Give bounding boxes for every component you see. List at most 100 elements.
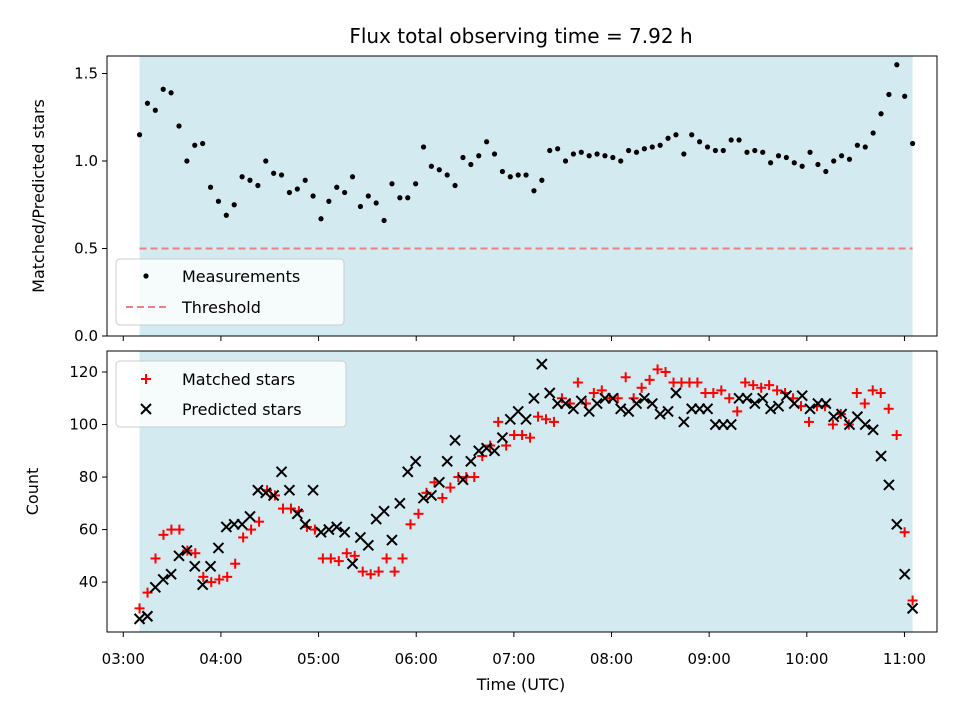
measurement-point [736, 137, 742, 143]
measurement-point [207, 184, 214, 190]
predicted-star-point [189, 560, 201, 573]
measurement-point [436, 167, 442, 173]
predicted-star-point [181, 544, 193, 557]
measurement-point [862, 144, 868, 150]
count-panel: 40 60 80 100 120 03:00 04:00 05:00 06:00 07:00 08… [23, 350, 938, 694]
measurement-point [665, 135, 671, 141]
measurement-point [334, 184, 340, 190]
predicted-star-point [749, 397, 761, 410]
predicted-star-point [528, 392, 540, 404]
measurement-point [704, 144, 711, 150]
measurement-point [681, 151, 687, 157]
predicted-star-point [646, 397, 658, 410]
measurement-point [728, 137, 734, 143]
predicted-star-point [433, 476, 446, 489]
predicted-star-point [607, 392, 619, 404]
measurement-point [223, 212, 229, 218]
measurement-point [902, 93, 908, 99]
predicted-star-point [165, 568, 177, 580]
measurement-point [547, 147, 553, 154]
matched-star-point [692, 377, 703, 388]
matched-star-point [469, 472, 480, 483]
matched-star-point [644, 374, 655, 385]
predicted-star-point [323, 523, 335, 536]
matched-star-point [214, 574, 225, 585]
measurement-point [326, 198, 332, 204]
measurement-point [712, 147, 718, 154]
predicted-star-point [575, 395, 587, 407]
matched-star-point [907, 595, 918, 606]
measurement-point [618, 158, 624, 164]
measurement-point [823, 168, 829, 175]
predicted-star-point [465, 455, 477, 468]
measurement-point [720, 147, 726, 154]
measurement-point [357, 203, 364, 210]
matched-star-point [748, 380, 759, 391]
matched-star-point [206, 577, 217, 588]
measurement-point [838, 153, 845, 159]
predicted-star-point [488, 445, 501, 457]
measurement-point [807, 149, 813, 155]
measurement-point [247, 177, 253, 183]
matched-star-point [740, 377, 751, 388]
measurement-point [531, 188, 537, 194]
measurement-point [413, 181, 419, 187]
predicted-star-point [378, 505, 390, 517]
measurement-point [783, 154, 789, 161]
x-tick-label: 06:00 [395, 650, 438, 668]
measurement-point [468, 161, 474, 168]
matched-star-point [405, 519, 416, 530]
matched-star-point [724, 393, 735, 404]
predicted-star-point [544, 387, 556, 399]
predicted-star-point [307, 484, 319, 496]
measurement-point [476, 153, 482, 159]
predicted-star-point [346, 558, 359, 570]
predicted-star-point [362, 539, 375, 552]
measurement-point [775, 153, 782, 159]
predicted-star-point [670, 387, 682, 399]
measurement-point [886, 91, 892, 98]
measurement-point [428, 163, 435, 169]
predicted-star-point [859, 418, 871, 431]
predicted-star-point [827, 410, 840, 423]
measurement-point [515, 172, 521, 178]
predicted-star-point [386, 534, 398, 546]
ratio-y-tick-label: 0.0 [74, 327, 98, 345]
predicted-star-point [520, 413, 532, 425]
measurement-point [278, 172, 285, 178]
measurement-point [744, 149, 750, 155]
predicted-star-point [260, 487, 272, 499]
measurement-point [420, 144, 427, 150]
matched-star-point [413, 508, 424, 519]
measurement-point [570, 151, 576, 157]
measurement-point [389, 181, 395, 187]
measurement-point [610, 154, 616, 161]
ratio-legend: Measurements Threshold [115, 258, 345, 326]
measurement-point [594, 151, 600, 157]
measurement-point [555, 146, 561, 152]
matched-stars-points [134, 364, 918, 614]
measurement-point [831, 158, 837, 164]
matched-star-point [238, 532, 249, 543]
matched-star-point [174, 524, 185, 535]
matched-star-point [254, 516, 265, 527]
matched-star-point [588, 388, 599, 399]
predicted-star-point [473, 445, 485, 457]
measurement-point [484, 139, 490, 145]
matched-star-point [891, 430, 902, 441]
legend-matched-marker [141, 374, 151, 384]
predicted-star-point [615, 403, 627, 415]
matched-star-point [373, 566, 384, 577]
measurement-point [405, 195, 411, 201]
predicted-star-point [480, 442, 493, 454]
predicted-star-point [173, 550, 185, 562]
matched-star-point [365, 569, 376, 580]
predicted-star-point [252, 484, 264, 496]
legend-matched-label: Matched stars [182, 370, 295, 389]
predicted-star-point [275, 466, 288, 478]
predicted-star-point [701, 403, 714, 415]
predicted-star-point [741, 392, 753, 404]
matched-star-point [230, 558, 241, 569]
count-y-tick-label: 80 [79, 468, 98, 486]
matched-star-point [150, 553, 161, 564]
